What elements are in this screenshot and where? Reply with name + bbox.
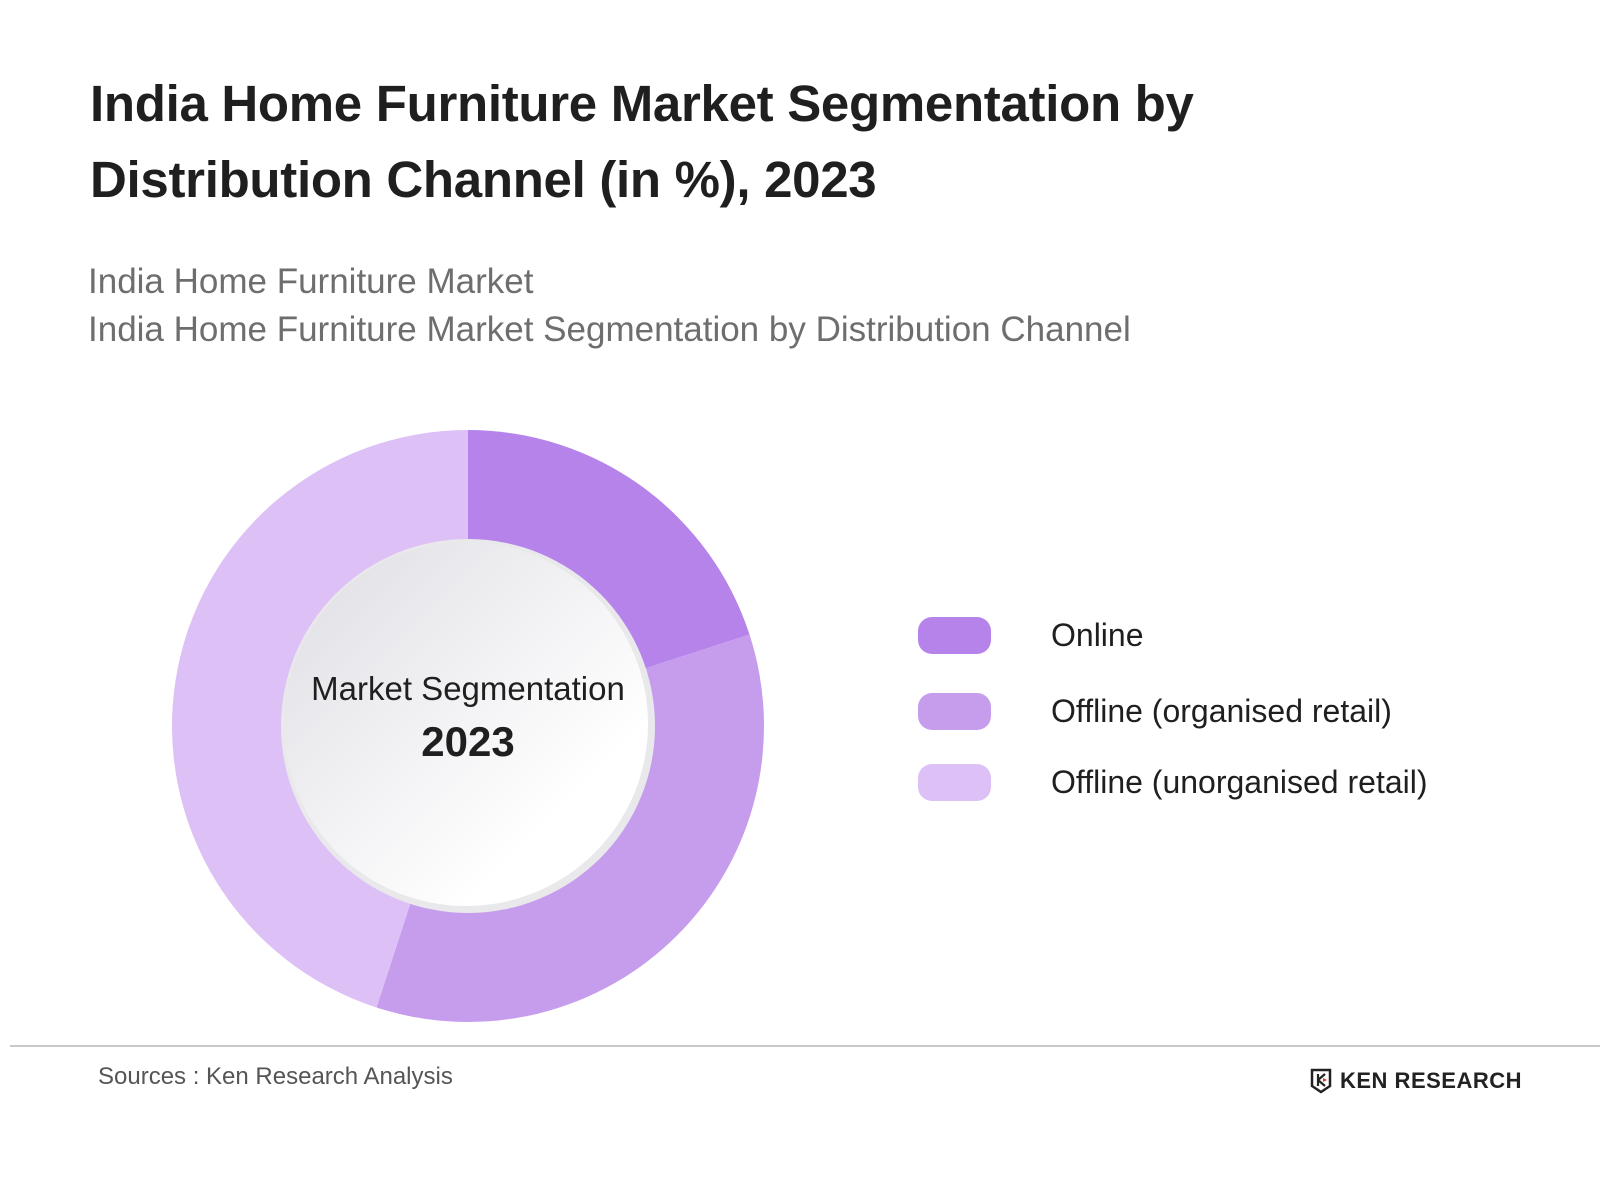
- donut-svg: [171, 430, 764, 1022]
- legend-item-offline-unorganised[interactable]: Offline (unorganised retail): [918, 763, 1428, 801]
- subtitle-line-2: India Home Furniture Market Segmentation…: [88, 310, 1131, 349]
- legend-label: Offline (organised retail): [1051, 692, 1392, 729]
- ken-research-logo: KEN RESEARCH: [1310, 1068, 1522, 1094]
- source-note: Sources : Ken Research Analysis: [98, 1063, 453, 1090]
- ken-research-logo-icon: [1310, 1068, 1332, 1094]
- chart-title: India Home Furniture Market Segmentation…: [90, 75, 1194, 208]
- chart-subtitle: India Home Furniture Market India Home F…: [88, 258, 1131, 354]
- legend-item-offline-organised[interactable]: Offline (organised retail): [918, 692, 1428, 730]
- legend-swatch-online: [918, 616, 991, 654]
- ken-research-logo-text: KEN RESEARCH: [1340, 1068, 1523, 1093]
- legend: Online Offline (organised retail) Offlin…: [918, 616, 1428, 839]
- legend-item-online[interactable]: Online: [918, 616, 1428, 654]
- center-disc: [284, 542, 648, 906]
- legend-label: Online: [1051, 616, 1144, 653]
- legend-label: Offline (unorganised retail): [1051, 763, 1428, 800]
- donut-chart: Market Segmentation 2023: [170, 428, 766, 1024]
- legend-swatch-offline-organised: [918, 692, 991, 730]
- legend-swatch-offline-unorganised: [918, 763, 991, 801]
- footer-divider: [10, 1045, 1600, 1047]
- subtitle-line-1: India Home Furniture Market: [88, 262, 534, 301]
